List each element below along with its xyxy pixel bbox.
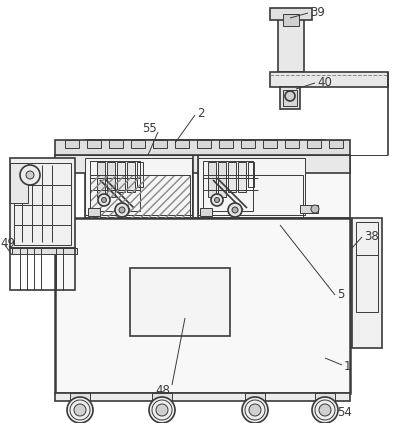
Circle shape [310, 205, 318, 213]
Circle shape [228, 203, 241, 217]
Bar [282, 14, 298, 26]
Bar [131, 140, 145, 148]
Circle shape [149, 397, 175, 423]
Bar [306, 140, 320, 148]
Bar [14, 163, 71, 245]
Text: 2: 2 [196, 107, 204, 120]
Circle shape [248, 404, 260, 416]
Circle shape [214, 198, 219, 203]
Bar [200, 208, 211, 216]
Circle shape [20, 165, 40, 185]
Text: 38: 38 [363, 230, 378, 242]
Bar [88, 208, 100, 216]
Bar [55, 155, 349, 173]
Text: 40: 40 [316, 75, 331, 88]
Circle shape [284, 91, 294, 101]
Circle shape [115, 203, 129, 217]
Bar [153, 140, 166, 148]
Text: 49: 49 [0, 236, 15, 250]
Bar [65, 140, 79, 148]
Bar [355, 222, 377, 312]
Bar [70, 393, 90, 403]
Text: 1: 1 [343, 360, 351, 373]
Bar [247, 162, 254, 187]
Bar [282, 90, 296, 106]
Bar [202, 175, 302, 218]
Bar [10, 248, 75, 290]
Bar [127, 162, 135, 192]
Circle shape [119, 207, 125, 213]
Bar [277, 10, 303, 72]
Bar [198, 158, 304, 215]
Bar [87, 140, 101, 148]
Bar [109, 140, 123, 148]
Circle shape [101, 198, 106, 203]
Bar [90, 175, 190, 218]
Circle shape [311, 397, 337, 423]
Bar [130, 268, 230, 336]
Text: 54: 54 [336, 407, 351, 420]
Circle shape [67, 397, 93, 423]
Bar [175, 140, 189, 148]
Bar [284, 140, 298, 148]
Circle shape [156, 404, 168, 416]
Bar [241, 140, 254, 148]
Bar [196, 140, 211, 148]
Bar [97, 162, 105, 197]
Bar [151, 393, 172, 403]
Bar [10, 158, 75, 248]
Bar [85, 140, 324, 155]
Circle shape [231, 207, 237, 213]
Bar [55, 140, 349, 155]
Bar [351, 218, 381, 348]
Bar [279, 87, 299, 109]
Bar [262, 140, 276, 148]
Bar [299, 205, 317, 213]
Bar [237, 162, 245, 192]
Bar [12, 248, 77, 254]
Bar [202, 161, 252, 211]
Bar [328, 140, 342, 148]
Circle shape [74, 404, 86, 416]
Text: 55: 55 [142, 121, 156, 135]
Bar [117, 162, 125, 192]
Bar [10, 163, 28, 203]
Bar [314, 393, 334, 403]
Text: 48: 48 [155, 384, 169, 396]
Bar [244, 393, 264, 403]
Bar [207, 162, 215, 197]
Bar [269, 72, 387, 87]
Bar [269, 8, 311, 20]
Bar [90, 161, 140, 211]
Circle shape [318, 404, 330, 416]
Text: 5: 5 [336, 288, 343, 302]
Bar [136, 162, 143, 187]
Bar [55, 393, 349, 401]
Bar [55, 218, 349, 393]
Text: 39: 39 [309, 5, 324, 19]
Circle shape [241, 397, 267, 423]
Bar [228, 162, 235, 192]
Bar [90, 175, 190, 218]
Bar [218, 140, 232, 148]
Bar [85, 155, 349, 218]
Bar [85, 158, 192, 215]
Circle shape [26, 171, 34, 179]
Circle shape [211, 194, 222, 206]
Circle shape [98, 194, 110, 206]
Bar [217, 162, 226, 197]
Bar [107, 162, 115, 197]
